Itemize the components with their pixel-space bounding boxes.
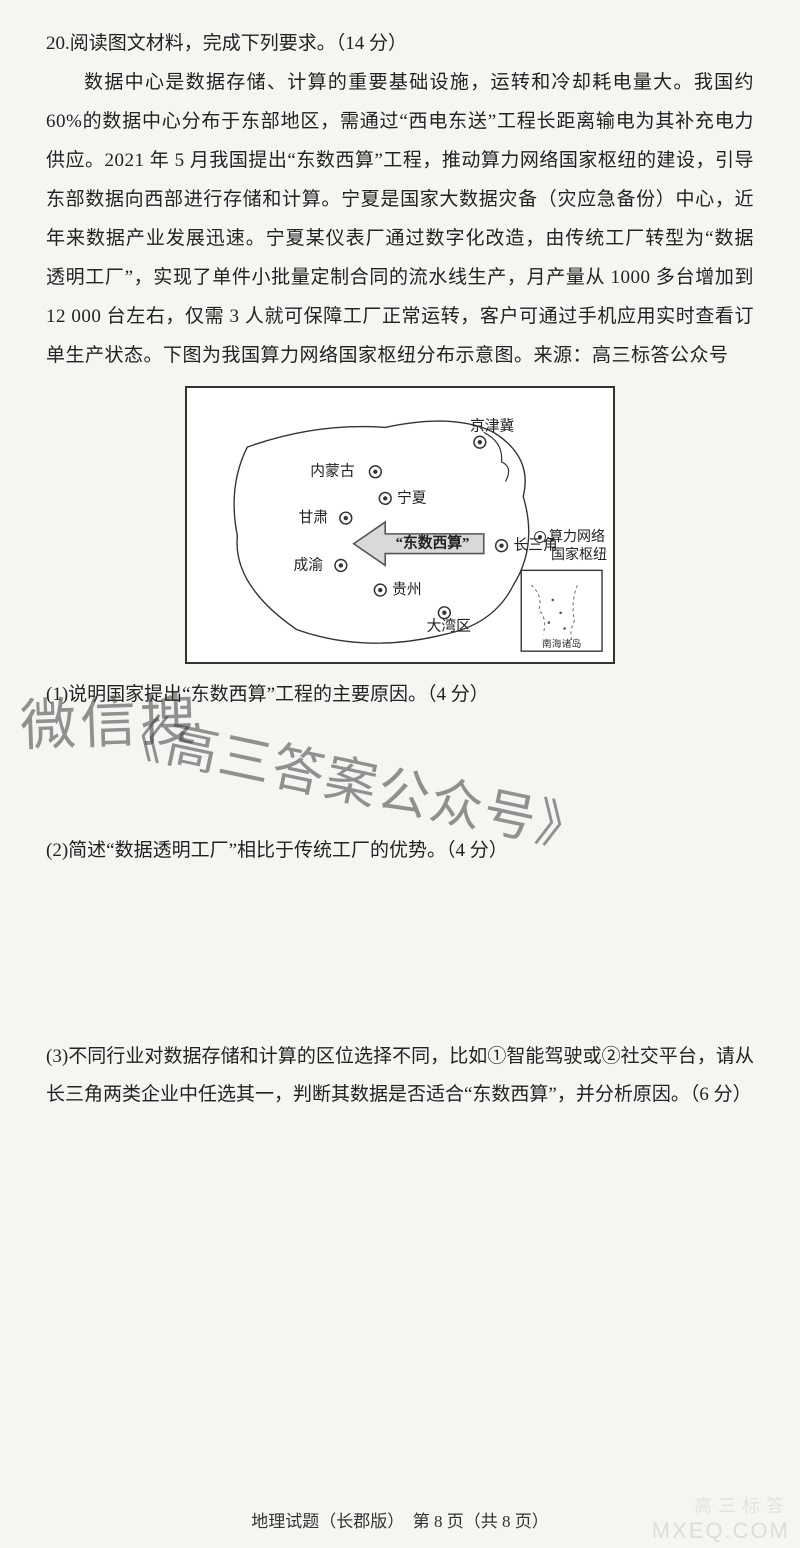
map-node-gansu: 甘肃	[298, 509, 351, 526]
svg-text:内蒙古: 内蒙古	[310, 462, 355, 479]
inset-south-sea: 南海诸岛	[521, 570, 602, 651]
question-header: 20.阅读图文材料，完成下列要求。（14 分）	[46, 26, 754, 62]
answer-space-1	[46, 714, 754, 824]
map-svg: “东数西算” 京津冀内蒙古宁夏甘肃成渝长三角贵州大湾区 南海诸岛	[187, 388, 613, 662]
legend-line1: 算力网络	[549, 530, 605, 545]
source-note: 来源：高三标答公众号	[534, 345, 729, 366]
map-node-ningxia: 宁夏	[379, 489, 427, 506]
svg-text:成渝: 成渝	[294, 556, 324, 573]
map-node-guizhou: 贵州	[374, 581, 421, 598]
svg-text:甘肃: 甘肃	[298, 509, 328, 526]
svg-text:京津冀: 京津冀	[470, 417, 515, 434]
inset-label: 南海诸岛	[542, 637, 582, 650]
answer-space-2	[46, 870, 754, 1030]
svg-text:宁夏: 宁夏	[397, 489, 427, 506]
svg-text:贵州: 贵州	[392, 581, 422, 598]
legend-symbol	[534, 531, 546, 543]
subquestion-1: (1)说明国家提出“东数西算”工程的主要原因。（4 分）	[46, 676, 754, 714]
corner-watermark-small: 高三标答	[694, 1492, 790, 1518]
svg-text:大湾区: 大湾区	[427, 617, 472, 634]
subquestion-3: (3)不同行业对数据存储和计算的区位选择不同，比如①智能驾驶或②社交平台，请从长…	[46, 1038, 754, 1114]
legend-line2: 国家枢纽	[551, 548, 607, 563]
map-node-neimenggu: 内蒙古	[310, 462, 381, 479]
subquestion-2: (2)简述“数据透明工厂”相比于传统工厂的优势。（4 分）	[46, 832, 754, 870]
arrow-label: “东数西算”	[396, 533, 470, 551]
map-legend: 算力网络 国家枢纽	[534, 529, 607, 565]
map-figure: “东数西算” 京津冀内蒙古宁夏甘肃成渝长三角贵州大湾区 南海诸岛 算力网络 国家…	[185, 386, 615, 664]
passage-text: 数据中心是数据存储、计算的重要基础设施，运转和冷却耗电量大。我国约 60%的数据…	[46, 72, 754, 366]
question-number: 20.	[46, 33, 70, 54]
arrow-east-to-west: “东数西算”	[354, 522, 484, 565]
map-node-chengyu: 成渝	[294, 556, 347, 573]
corner-watermark-domain: MXEQ.COM	[652, 1518, 790, 1544]
passage-body: 数据中心是数据存储、计算的重要基础设施，运转和冷却耗电量大。我国约 60%的数据…	[46, 64, 754, 376]
map-node-dawanqu: 大湾区	[427, 606, 472, 634]
question-stem: 阅读图文材料，完成下列要求。（14 分）	[70, 33, 407, 54]
